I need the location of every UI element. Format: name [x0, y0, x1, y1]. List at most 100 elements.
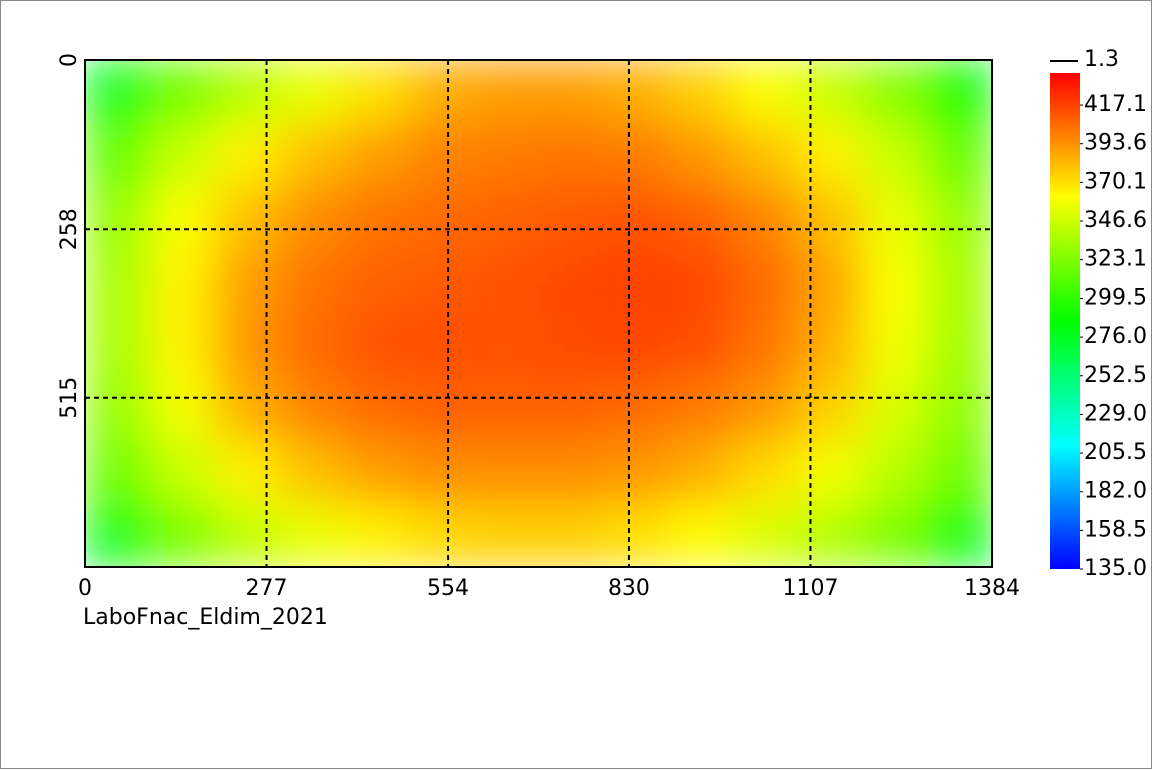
colorbar-tick-label: 276.0 [1084, 324, 1147, 349]
colorbar-tick-label: 135.0 [1084, 556, 1147, 581]
heatmap-cell [797, 376, 863, 441]
heatmap-cell [473, 250, 539, 314]
colorbar-tick-label: 158.5 [1084, 517, 1147, 542]
heatmap-cell [538, 376, 604, 441]
heatmap-cell [732, 440, 799, 505]
x-tick-label: 830 [608, 576, 650, 601]
x-tick-label: 554 [427, 576, 469, 601]
heatmap-cell [408, 186, 475, 251]
heatmap-cell [603, 313, 669, 378]
heatmap-cell [473, 123, 539, 188]
heatmap-cell [85, 60, 151, 124]
x-tick-label: 0 [78, 576, 92, 601]
x-tick-label: 1107 [782, 576, 838, 601]
heatmap-cell [797, 440, 863, 505]
heatmap-cell [927, 376, 992, 441]
heatmap-cell [668, 60, 734, 124]
heatmap-cell [149, 313, 216, 378]
heatmap-cell [344, 60, 410, 124]
heatmap-cell [214, 123, 280, 188]
heatmap-cell [732, 313, 799, 378]
heatmap-cell [85, 503, 151, 567]
heatmap-cell [408, 376, 475, 441]
heatmap-cell [344, 186, 410, 251]
heatmap-cell [149, 60, 216, 124]
y-tick-label: 258 [57, 208, 82, 250]
heatmap-cell [538, 123, 604, 188]
heatmap-cell [149, 186, 216, 251]
plot-border [84, 59, 993, 568]
heatmap-cell [862, 60, 928, 124]
heatmap-cell [732, 123, 799, 188]
heatmap-cell [408, 503, 475, 567]
colorbar-tick-label: 393.6 [1084, 131, 1147, 156]
colorbar [1050, 73, 1080, 569]
heatmap-cell [344, 440, 410, 505]
heatmap-cell [214, 503, 280, 567]
colorbar-tick-label: 252.5 [1084, 363, 1147, 388]
x-tick-label: 1384 [964, 576, 1020, 601]
heatmap-cell [214, 376, 280, 441]
heatmap-cell [85, 250, 151, 314]
heatmap-cell [732, 376, 799, 441]
heatmap-cell [214, 250, 280, 314]
heatmap-cell [214, 60, 280, 124]
heatmap-cell [473, 440, 539, 505]
heatmap-cell [797, 123, 863, 188]
heatmap-cell [538, 313, 604, 378]
heatmap-cell [603, 60, 669, 124]
heatmap-cell [344, 313, 410, 378]
heatmap-cell [862, 250, 928, 314]
heatmap-cell [279, 123, 345, 188]
colorbar-tick-label: 229.0 [1084, 401, 1147, 426]
heatmap-cell [473, 60, 539, 124]
heatmap-cell [797, 250, 863, 314]
heatmap-cell [538, 60, 604, 124]
heatmap-cell [344, 250, 410, 314]
colorbar-tick-label: 323.1 [1084, 247, 1147, 272]
heatmap-cell [538, 440, 604, 505]
colorbar-tick-label: 370.1 [1084, 169, 1147, 194]
colorbar-tick-label: 205.5 [1084, 440, 1147, 465]
heatmap-cell [149, 503, 216, 567]
heatmap-cell [214, 313, 280, 378]
y-tick-label: 0 [57, 53, 82, 67]
heatmap-cell [797, 60, 863, 124]
heatmap-cell [344, 503, 410, 567]
heatmap-cell [279, 313, 345, 378]
x-tick-label: 277 [246, 576, 288, 601]
heatmap-cell [797, 503, 863, 567]
heatmap-cell [214, 186, 280, 251]
heatmap-cell [279, 186, 345, 251]
heatmap-cell [668, 186, 734, 251]
heatmap-cell [668, 376, 734, 441]
colorbar-tick-label: 346.6 [1084, 208, 1147, 233]
heatmap-cell [603, 250, 669, 314]
y-tick-label: 515 [57, 377, 82, 419]
heatmap-cell [862, 123, 928, 188]
heatmap-cell [149, 376, 216, 441]
heatmap-cell [473, 313, 539, 378]
heatmap-cell [149, 123, 216, 188]
colorbar-tick-label: 299.5 [1084, 285, 1147, 310]
heatmap-cell [538, 250, 604, 314]
colorbar-tick-label: 182.0 [1084, 479, 1147, 504]
heatmap-cell [149, 250, 216, 314]
heatmap-cell [927, 503, 992, 567]
heatmap-cell [927, 440, 992, 505]
heatmap-cell [149, 440, 216, 505]
heatmap-cell [279, 440, 345, 505]
heatmap-cell [797, 313, 863, 378]
heatmap-cell [732, 250, 799, 314]
heatmap-cell [603, 186, 669, 251]
heatmap-cell [927, 250, 992, 314]
heatmap-cell [85, 123, 151, 188]
heatmap-cell [862, 503, 928, 567]
heatmap-cell [408, 440, 475, 505]
heatmap-cell [85, 186, 151, 251]
heatmap-cell [85, 376, 151, 441]
heatmap-cell [668, 440, 734, 505]
heatmap-cell [538, 186, 604, 251]
heatmap-cell [538, 503, 604, 567]
heatmap-cell [862, 440, 928, 505]
